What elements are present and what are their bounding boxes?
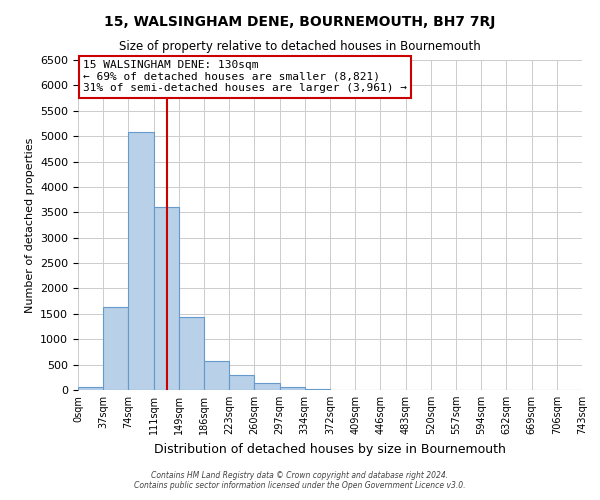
- Bar: [305, 389, 330, 390]
- Text: Size of property relative to detached houses in Bournemouth: Size of property relative to detached ho…: [119, 40, 481, 53]
- Y-axis label: Number of detached properties: Number of detached properties: [25, 138, 35, 312]
- Text: Contains HM Land Registry data © Crown copyright and database right 2024.
Contai: Contains HM Land Registry data © Crown c…: [134, 470, 466, 490]
- Bar: [103, 306, 128, 390]
- Bar: [128, 132, 154, 390]
- Bar: [254, 383, 280, 390]
- Bar: [179, 318, 204, 390]
- Text: 15, WALSINGHAM DENE, BOURNEMOUTH, BH7 7RJ: 15, WALSINGHAM DENE, BOURNEMOUTH, BH7 7R…: [104, 15, 496, 29]
- Bar: [78, 387, 103, 390]
- Bar: [154, 207, 179, 390]
- Bar: [280, 386, 305, 390]
- Bar: [204, 360, 229, 390]
- Text: 15 WALSINGHAM DENE: 130sqm
← 69% of detached houses are smaller (8,821)
31% of s: 15 WALSINGHAM DENE: 130sqm ← 69% of deta…: [83, 60, 407, 93]
- X-axis label: Distribution of detached houses by size in Bournemouth: Distribution of detached houses by size …: [154, 442, 506, 456]
- Bar: [229, 375, 254, 390]
